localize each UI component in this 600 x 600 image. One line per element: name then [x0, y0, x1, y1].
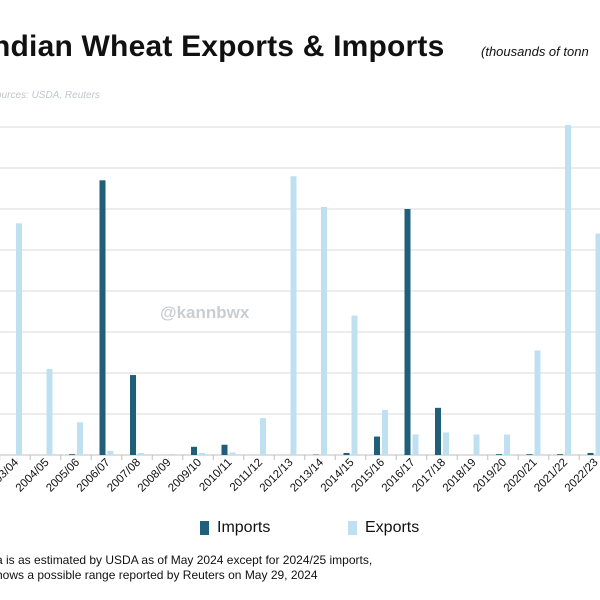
bar-imports [496, 454, 502, 455]
x-tick-label: 2009/10 [166, 457, 204, 495]
bar-exports [46, 368, 53, 455]
bar-exports [534, 350, 541, 455]
bar-imports [557, 454, 563, 455]
bar-imports [221, 444, 228, 455]
bar-exports [290, 176, 297, 455]
bar-imports [69, 454, 75, 455]
bar-imports [99, 180, 106, 456]
bar-exports [168, 453, 175, 455]
bar-exports [443, 432, 449, 455]
bar-exports [412, 434, 419, 455]
bar-imports [343, 452, 350, 455]
bar-exports [229, 452, 236, 455]
bar-exports [321, 206, 327, 455]
bar-exports [565, 124, 571, 455]
watermark: @kannbwx [160, 303, 250, 322]
legend: Imports Exports [0, 519, 600, 541]
legend-label-exports: Exports [365, 519, 420, 536]
legend-item-exports: Exports [348, 519, 419, 537]
legend-swatch-imports [200, 521, 209, 535]
bar-exports [107, 450, 114, 455]
bar-exports [199, 452, 205, 455]
chart-subtitle: (thousands of tonn [481, 44, 589, 59]
bar-exports [504, 434, 510, 455]
bar-exports [16, 223, 22, 455]
bar-imports [526, 454, 533, 455]
bar-exports [138, 452, 144, 455]
legend-item-imports: Imports [200, 519, 270, 537]
bar-exports [351, 315, 358, 455]
footnote-line-2: hows a possible range reported by Reuter… [0, 568, 318, 582]
bar-exports [260, 418, 266, 455]
bar-imports [435, 407, 441, 455]
bar-imports [404, 209, 411, 455]
legend-swatch-exports [348, 521, 357, 535]
bar-imports [191, 446, 197, 455]
legend-label-imports: Imports [217, 519, 271, 536]
bar-exports [382, 409, 388, 455]
title-row: ndian Wheat Exports & Imports (thousands… [0, 30, 600, 70]
bar-exports [77, 422, 83, 455]
bar-imports [587, 452, 594, 455]
footnote-line-1: a is as estimated by USDA as of May 2024… [0, 553, 373, 567]
bar-exports [473, 434, 480, 455]
bar-chart: 03/042004/052005/062006/072007/082008/09… [0, 124, 600, 495]
chart-title: ndian Wheat Exports & Imports [0, 30, 445, 63]
bar-exports [595, 233, 600, 455]
bar-imports [374, 436, 380, 455]
source-note: ources: USDA, Reuters [0, 90, 100, 101]
x-tick-label: 2010/11 [197, 457, 234, 494]
bar-imports [130, 375, 136, 455]
x-tick-label: 2022/23 [563, 457, 600, 495]
